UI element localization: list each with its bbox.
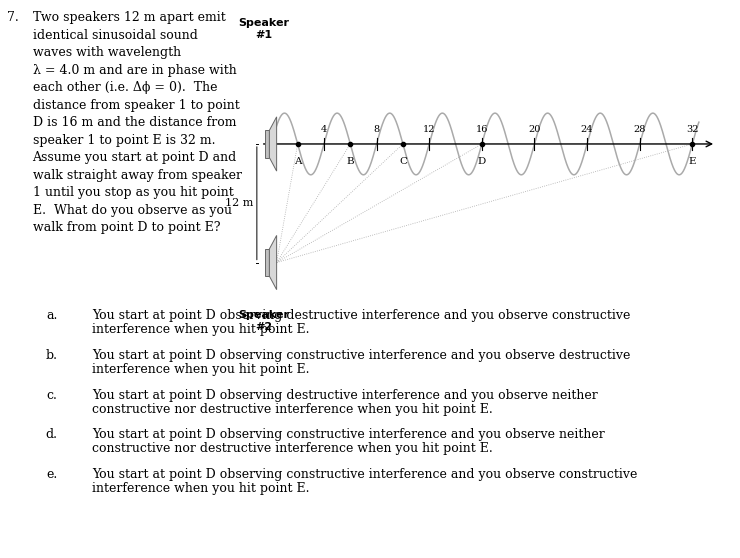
Text: Speaker
#1: Speaker #1 bbox=[238, 18, 289, 40]
Text: D: D bbox=[478, 157, 486, 166]
Text: E: E bbox=[688, 157, 696, 166]
Text: C: C bbox=[399, 157, 407, 166]
Text: B: B bbox=[346, 157, 354, 166]
Text: 12: 12 bbox=[423, 124, 435, 133]
Text: 20: 20 bbox=[528, 124, 541, 133]
Text: A: A bbox=[294, 157, 301, 166]
Text: e.: e. bbox=[46, 468, 58, 481]
Text: You start at point D observing constructive interference and you observe destruc: You start at point D observing construct… bbox=[92, 349, 630, 362]
Text: 28: 28 bbox=[633, 124, 646, 133]
Text: Two speakers 12 m apart emit
identical sinusoidal sound
waves with wavelength
λ : Two speakers 12 m apart emit identical s… bbox=[33, 11, 241, 234]
Text: c.: c. bbox=[47, 388, 58, 402]
Text: interference when you hit point E.: interference when you hit point E. bbox=[92, 363, 310, 376]
Text: You start at point D observing constructive interference and you observe neither: You start at point D observing construct… bbox=[92, 429, 605, 441]
Text: b.: b. bbox=[45, 349, 58, 362]
Polygon shape bbox=[265, 131, 269, 157]
Text: Speaker
#2: Speaker #2 bbox=[238, 310, 289, 331]
Text: You start at point D observing constructive interference and you observe constru: You start at point D observing construct… bbox=[92, 468, 638, 481]
Text: constructive nor destructive interference when you hit point E.: constructive nor destructive interferenc… bbox=[92, 403, 493, 416]
Polygon shape bbox=[269, 117, 277, 171]
Text: You start at point D observing destructive interference and you observe neither: You start at point D observing destructi… bbox=[92, 388, 598, 402]
Polygon shape bbox=[269, 235, 277, 290]
Text: d.: d. bbox=[45, 429, 58, 441]
Text: You start at point D observing destructive interference and you observe construc: You start at point D observing destructi… bbox=[92, 309, 630, 322]
Text: 4: 4 bbox=[321, 124, 327, 133]
Text: 12 m: 12 m bbox=[225, 198, 254, 208]
Text: interference when you hit point E.: interference when you hit point E. bbox=[92, 482, 310, 496]
Text: interference when you hit point E.: interference when you hit point E. bbox=[92, 323, 310, 336]
Text: constructive nor destructive interference when you hit point E.: constructive nor destructive interferenc… bbox=[92, 442, 493, 455]
Text: a.: a. bbox=[46, 309, 58, 322]
Text: 24: 24 bbox=[581, 124, 593, 133]
Text: 32: 32 bbox=[686, 124, 699, 133]
Text: 16: 16 bbox=[476, 124, 488, 133]
Polygon shape bbox=[265, 249, 269, 276]
Text: 7.: 7. bbox=[7, 11, 19, 24]
Text: 8: 8 bbox=[374, 124, 380, 133]
